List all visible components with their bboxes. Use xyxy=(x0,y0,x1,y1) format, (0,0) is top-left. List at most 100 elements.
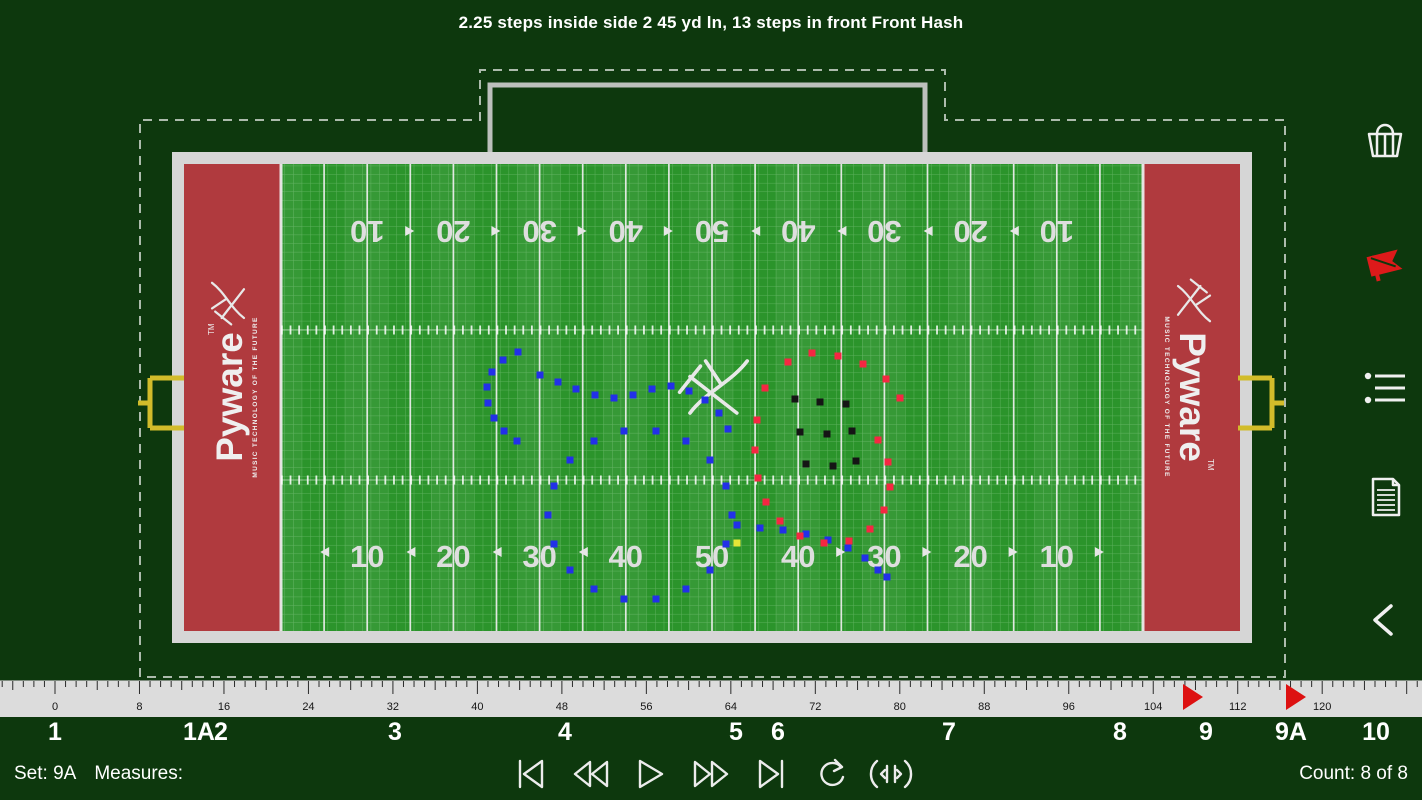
set-label-9[interactable]: 9 xyxy=(1199,718,1213,746)
set-label-9A[interactable]: 9A xyxy=(1275,718,1307,746)
performer-dot-red[interactable] xyxy=(859,360,867,368)
collapse-panel-button[interactable] xyxy=(1359,594,1411,646)
performer-dot-black[interactable] xyxy=(802,460,810,468)
performer-dot-black[interactable] xyxy=(796,428,804,436)
performer-dot-blue[interactable] xyxy=(706,566,714,574)
performer-dot-red[interactable] xyxy=(882,375,890,383)
set-label-4[interactable]: 4 xyxy=(558,718,572,746)
performer-dot-blue[interactable] xyxy=(733,521,741,529)
performer-dot-red[interactable] xyxy=(751,446,759,454)
set-label-1A[interactable]: 1A xyxy=(183,718,215,746)
performer-dot-red[interactable] xyxy=(845,537,853,545)
performer-dot-blue[interactable] xyxy=(483,383,491,391)
performer-dot-red[interactable] xyxy=(808,349,816,357)
set-label-10[interactable]: 10 xyxy=(1362,718,1390,746)
set-label-2[interactable]: 2 xyxy=(214,718,228,746)
timeline-marker[interactable] xyxy=(1183,684,1203,710)
performer-dot-black[interactable] xyxy=(848,427,856,435)
performer-dot-blue[interactable] xyxy=(861,554,869,562)
list-tool-button[interactable] xyxy=(1359,362,1411,414)
performer-dot-blue[interactable] xyxy=(824,536,832,544)
performer-dot-red[interactable] xyxy=(834,352,842,360)
performer-dot-blue[interactable] xyxy=(500,427,508,435)
performer-dot-blue[interactable] xyxy=(706,456,714,464)
performer-dot-black[interactable] xyxy=(842,400,850,408)
performer-dot-red[interactable] xyxy=(820,539,828,547)
performer-dot-blue[interactable] xyxy=(874,566,882,574)
notes-tool-button[interactable] xyxy=(1359,471,1411,523)
performer-dot-blue[interactable] xyxy=(652,427,660,435)
performer-dot-yellow[interactable] xyxy=(733,539,741,547)
skip-to-start-button[interactable] xyxy=(508,756,554,792)
performer-dot-blue[interactable] xyxy=(499,356,507,364)
performer-dot-blue[interactable] xyxy=(566,566,574,574)
skip-to-end-button[interactable] xyxy=(748,756,794,792)
set-label-8[interactable]: 8 xyxy=(1113,718,1127,746)
performer-dot-black[interactable] xyxy=(852,457,860,465)
performer-dot-blue[interactable] xyxy=(490,414,498,422)
performer-dot-red[interactable] xyxy=(753,416,761,424)
performer-dot-red[interactable] xyxy=(754,474,762,482)
performer-dot-blue[interactable] xyxy=(685,387,693,395)
set-label-1[interactable]: 1 xyxy=(48,718,62,746)
performer-dot-blue[interactable] xyxy=(682,437,690,445)
play-button[interactable] xyxy=(628,756,674,792)
performer-dot-red[interactable] xyxy=(896,394,904,402)
performer-dot-red[interactable] xyxy=(762,498,770,506)
performer-dot-blue[interactable] xyxy=(513,437,521,445)
tempo-button[interactable] xyxy=(868,756,914,792)
performer-dot-blue[interactable] xyxy=(724,425,732,433)
performer-dot-blue[interactable] xyxy=(536,371,544,379)
performer-dot-blue[interactable] xyxy=(620,595,628,603)
performer-dot-red[interactable] xyxy=(796,532,804,540)
performer-dot-red[interactable] xyxy=(884,458,892,466)
performer-dot-blue[interactable] xyxy=(572,385,580,393)
set-label-3[interactable]: 3 xyxy=(388,718,402,746)
performer-dot-black[interactable] xyxy=(823,430,831,438)
performer-dot-red[interactable] xyxy=(776,517,784,525)
performer-dot-blue[interactable] xyxy=(590,437,598,445)
performer-dot-blue[interactable] xyxy=(554,378,562,386)
set-label-5[interactable]: 5 xyxy=(729,718,743,746)
performer-dot-blue[interactable] xyxy=(756,524,764,532)
performer-dot-black[interactable] xyxy=(829,462,837,470)
performer-dot-blue[interactable] xyxy=(566,456,574,464)
performer-dot-blue[interactable] xyxy=(682,585,690,593)
basket-tool-button[interactable] xyxy=(1359,114,1411,166)
set-label-6[interactable]: 6 xyxy=(771,718,785,746)
performer-dot-blue[interactable] xyxy=(620,427,628,435)
performer-dot-blue[interactable] xyxy=(722,482,730,490)
performer-dot-blue[interactable] xyxy=(844,544,852,552)
performer-dot-blue[interactable] xyxy=(648,385,656,393)
performer-dot-red[interactable] xyxy=(784,358,792,366)
performer-dot-red[interactable] xyxy=(866,525,874,533)
rewind-button[interactable] xyxy=(568,756,614,792)
set-label-7[interactable]: 7 xyxy=(942,718,956,746)
performer-dot-blue[interactable] xyxy=(550,540,558,548)
performer-dot-red[interactable] xyxy=(874,436,882,444)
performer-dot-blue[interactable] xyxy=(629,391,637,399)
performer-dot-blue[interactable] xyxy=(667,382,675,390)
performer-dot-blue[interactable] xyxy=(610,394,618,402)
performer-dot-blue[interactable] xyxy=(715,409,723,417)
performer-dot-blue[interactable] xyxy=(802,530,810,538)
performer-dot-blue[interactable] xyxy=(701,396,709,404)
performer-dot-blue[interactable] xyxy=(722,540,730,548)
fast-forward-button[interactable] xyxy=(688,756,734,792)
performer-dot-black[interactable] xyxy=(791,395,799,403)
timeline-ruler[interactable]: 0 8 16 24 32 40 48 56 64 72 80 88 96 104 112 120 xyxy=(0,680,1422,717)
performer-dot-blue[interactable] xyxy=(728,511,736,519)
loop-button[interactable] xyxy=(808,756,854,792)
performer-dot-blue[interactable] xyxy=(652,595,660,603)
performer-dot-blue[interactable] xyxy=(484,399,492,407)
performer-dot-blue[interactable] xyxy=(779,526,787,534)
performer-dot-black[interactable] xyxy=(816,398,824,406)
performer-dot-blue[interactable] xyxy=(550,482,558,490)
performer-dot-blue[interactable] xyxy=(514,348,522,356)
performer-dot-red[interactable] xyxy=(880,506,888,514)
performer-dot-blue[interactable] xyxy=(488,368,496,376)
performer-dot-red[interactable] xyxy=(886,483,894,491)
performer-dot-blue[interactable] xyxy=(544,511,552,519)
timeline-marker[interactable] xyxy=(1286,684,1306,710)
